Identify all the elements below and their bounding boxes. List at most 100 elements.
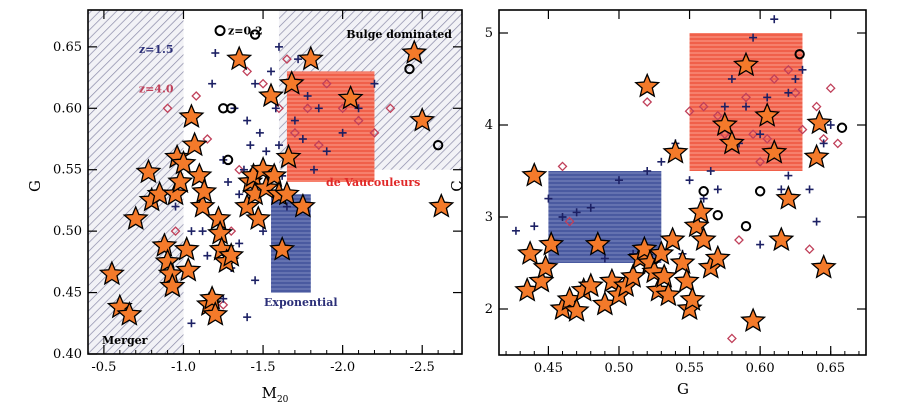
star-marker [275, 143, 302, 169]
star-marker [175, 256, 202, 282]
cross-marker [187, 319, 196, 328]
circle-marker [432, 139, 444, 151]
star-marker [226, 45, 253, 71]
x-tick-label: -2.0 [330, 360, 355, 375]
diamond-marker [769, 74, 780, 84]
x-tick-label: 0.50 [605, 361, 634, 376]
star-marker [154, 248, 181, 273]
star-marker [690, 226, 717, 252]
panel-frame [87, 9, 463, 355]
cross-marker [198, 227, 207, 236]
star-marker [634, 72, 661, 98]
circle-marker [226, 103, 237, 114]
star-marker [584, 230, 611, 256]
cross-marker [600, 254, 609, 263]
star-marker [189, 192, 216, 218]
star-marker [428, 192, 455, 218]
diamond-marker [242, 66, 253, 77]
star-marker [516, 240, 544, 265]
cross-marker [255, 128, 264, 137]
star-marker [409, 106, 436, 132]
diamond-marker [369, 127, 380, 138]
cross-marker [763, 93, 772, 102]
diamond-marker [811, 101, 822, 112]
star-marker [648, 240, 675, 265]
diamond-marker [684, 106, 695, 117]
star-marker [659, 226, 686, 252]
diamond-marker [258, 78, 268, 89]
star-marker [538, 230, 565, 256]
x-tick-label: 0.55 [675, 361, 704, 376]
star-marker [337, 84, 364, 110]
cross-marker [262, 147, 271, 156]
legend-circle-marker [214, 25, 226, 37]
star-marker [273, 180, 300, 206]
diamond-marker [564, 216, 575, 227]
cross-marker [706, 167, 715, 175]
cross-marker [791, 75, 800, 83]
circle-marker [740, 221, 752, 232]
bulge-label: Bulge dominated [346, 28, 452, 41]
cross-marker [727, 75, 736, 83]
star-marker [528, 267, 555, 293]
cross-marker [586, 203, 595, 212]
cross-marker [756, 240, 765, 249]
star-marker [732, 51, 759, 77]
star-marker [181, 131, 208, 157]
diamond-marker [313, 140, 324, 151]
cross-marker [251, 79, 260, 88]
star-marker [704, 244, 731, 270]
cross-marker [267, 67, 276, 76]
diamond-marker [719, 129, 730, 140]
star-marker [669, 249, 696, 275]
star-marker [207, 219, 234, 245]
star-marker [116, 301, 143, 326]
y-tick-label: 0.50 [53, 224, 82, 239]
circle-marker [836, 122, 848, 133]
star-marker [761, 138, 788, 164]
star-marker [401, 39, 428, 65]
star-marker [173, 235, 200, 261]
annotation-2: z=4.0 [139, 82, 174, 95]
x-tick-label: -1.5 [251, 360, 276, 375]
panel2-xlabel: G [677, 380, 689, 398]
star-marker [202, 301, 229, 326]
cross-marker [224, 178, 233, 186]
y-tick-label: 2 [485, 302, 493, 317]
cross-marker [558, 213, 567, 221]
star-marker [754, 102, 781, 127]
cross-marker [354, 104, 363, 113]
cross-marker [303, 92, 312, 100]
cross-marker [314, 104, 323, 113]
circle-marker [404, 63, 415, 75]
cross-marker [235, 190, 244, 199]
diamond-marker [191, 91, 202, 101]
cross-marker [572, 208, 581, 217]
devauc-label: de Vaucouleurs [326, 176, 420, 189]
diamond-marker [557, 161, 568, 172]
diamond-marker [170, 226, 181, 237]
cross-marker [294, 55, 303, 64]
star-marker [151, 232, 178, 257]
star-marker [662, 138, 689, 164]
y-tick-label: 4 [485, 118, 493, 133]
star-marker [178, 103, 205, 128]
star-marker [135, 158, 162, 184]
panel1-xlabel: M20 [262, 384, 289, 405]
cross-marker [298, 135, 307, 143]
star-marker [269, 235, 296, 261]
cross-marker [756, 130, 765, 139]
diamond-marker [202, 134, 213, 144]
star-marker [199, 285, 226, 310]
star-marker [278, 70, 305, 95]
star-marker [711, 111, 738, 137]
diamond-marker [712, 110, 723, 121]
circle-marker [754, 186, 766, 197]
cross-marker [812, 217, 821, 226]
diamond-marker [698, 101, 709, 112]
circle-marker [698, 186, 709, 197]
diamond-marker [734, 235, 744, 245]
star-marker [521, 161, 548, 187]
cross-marker [826, 121, 835, 129]
